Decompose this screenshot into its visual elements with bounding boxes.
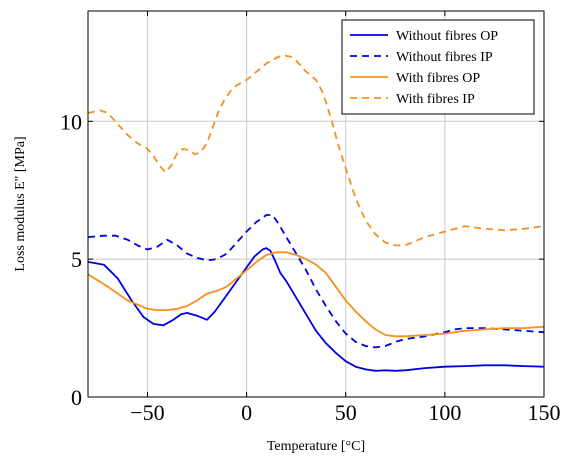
y-axis-label: Loss modulus E" [MPa] — [13, 136, 28, 271]
legend-label: With fibres OP — [396, 71, 480, 86]
y-tick-label: 10 — [60, 109, 82, 134]
legend-label: With fibres IP — [396, 92, 475, 107]
x-tick-label: −50 — [130, 400, 164, 425]
x-axis-label: Temperature [°C] — [267, 439, 365, 454]
x-tick-label: 100 — [428, 400, 461, 425]
legend-label: Without fibres OP — [396, 29, 498, 44]
x-tick-label: 150 — [528, 400, 561, 425]
legend-label: Without fibres IP — [396, 50, 493, 65]
x-tick-label: 0 — [241, 400, 252, 425]
y-tick-label: 0 — [71, 385, 82, 410]
legend: Without fibres OP Without fibres IP With f… — [342, 20, 534, 114]
y-tick-label: 5 — [71, 247, 82, 272]
x-tick-label: 50 — [335, 400, 357, 425]
